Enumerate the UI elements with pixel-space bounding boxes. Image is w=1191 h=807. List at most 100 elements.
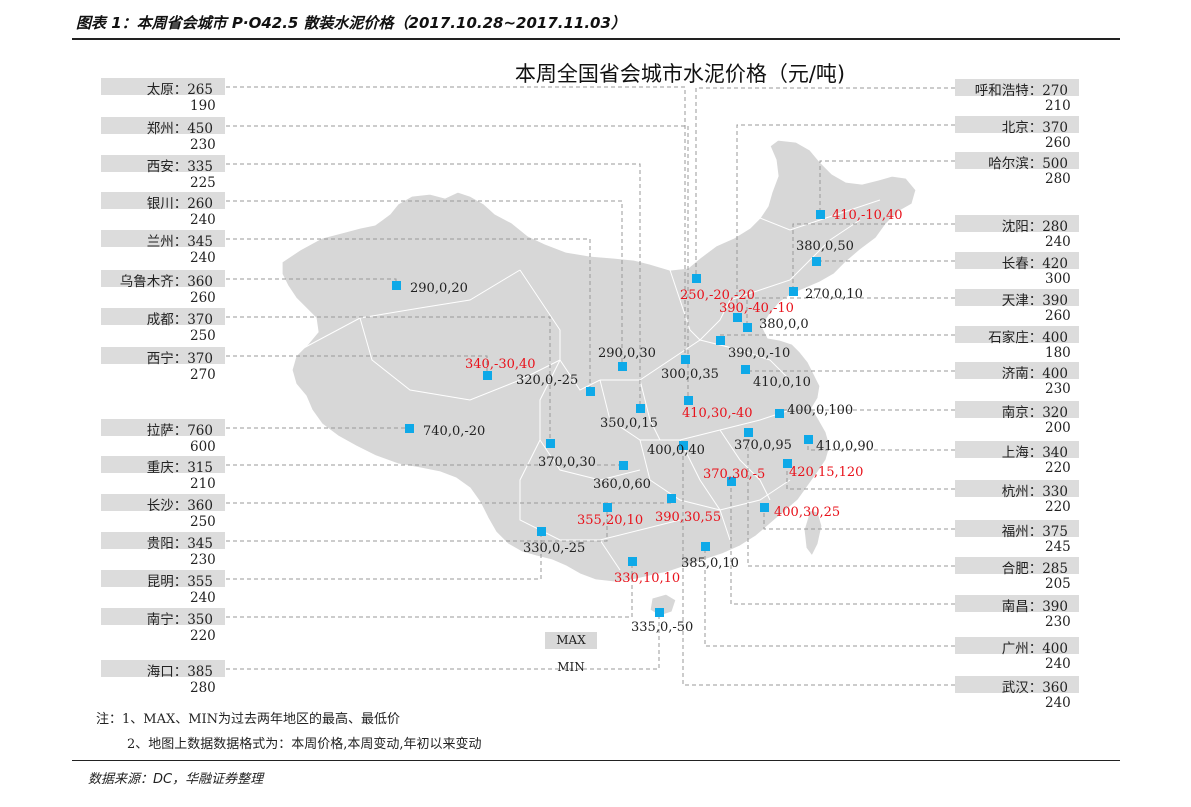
point-label: 380,0,0 <box>759 317 809 332</box>
city-price-current: 乌鲁木齐：360 <box>119 274 213 290</box>
city-price-prev: 230 <box>1045 614 1071 630</box>
point-label: 400,30,25 <box>774 505 841 520</box>
point-label: 410,-10,40 <box>832 208 903 223</box>
leader-line <box>226 612 660 670</box>
point-label: 400,0,40 <box>647 443 705 458</box>
point-label: 290,0,30 <box>598 346 656 361</box>
city-price-prev: 200 <box>1045 420 1071 436</box>
city-price-current: 北京：370 <box>1001 120 1068 136</box>
city-price-prev: 260 <box>1045 308 1071 324</box>
city-price-current: 长沙：360 <box>146 498 213 514</box>
city-point <box>628 557 637 566</box>
city-price-current: 西安：335 <box>146 159 213 175</box>
city-price-current: 长春：420 <box>1001 256 1068 272</box>
point-label: 370,30,-5 <box>703 467 766 482</box>
city-point <box>681 355 690 364</box>
city-point <box>692 274 701 283</box>
city-box <box>101 308 225 325</box>
city-price-current: 南宁：350 <box>146 612 213 628</box>
city-box <box>955 520 1079 537</box>
leader-line <box>226 561 633 618</box>
city-price-prev: 230 <box>190 137 216 153</box>
city-point <box>716 336 725 345</box>
city-box <box>955 401 1079 418</box>
note-line-1: 注：1、MAX、MIN为过去两年地区的最高、最低价 <box>96 712 401 727</box>
city-point <box>760 503 769 512</box>
city-price-prev: 180 <box>1045 345 1071 361</box>
city-price-prev: 240 <box>1045 234 1071 250</box>
city-price-current: 武汉：360 <box>1001 680 1068 696</box>
top-rule <box>72 38 1120 40</box>
city-price-prev: 245 <box>1045 539 1071 555</box>
city-price-prev: 220 <box>1045 460 1071 476</box>
chart-title: 本周全国省会城市水泥价格（元/吨) <box>514 62 846 86</box>
city-price-prev: 600 <box>190 439 216 455</box>
leader-line <box>747 432 955 567</box>
city-box <box>101 494 225 511</box>
legend-max: MAX <box>545 632 597 649</box>
city-box <box>955 326 1079 343</box>
point-label: 420,15,120 <box>789 465 864 480</box>
city-price-current: 天津：390 <box>1001 293 1068 309</box>
city-point <box>743 323 752 332</box>
leader-line <box>695 87 955 278</box>
city-box <box>101 78 225 95</box>
city-point <box>392 281 401 290</box>
map-taiwan <box>803 509 823 558</box>
city-price-prev: 190 <box>190 98 216 114</box>
leader-line <box>226 507 608 542</box>
city-price-current: 太原：265 <box>146 82 213 98</box>
city-box <box>955 676 1079 693</box>
map-mainland <box>281 139 917 583</box>
bottom-rule <box>72 760 1120 761</box>
point-label: 410,0,90 <box>816 439 874 454</box>
city-box <box>955 595 1079 612</box>
city-price-prev: 210 <box>1045 98 1071 114</box>
figure-title: 图表 1：本周省会城市 P·O42.5 散装水泥价格（2017.10.28~20… <box>76 14 626 32</box>
city-price-current: 郑州：450 <box>146 121 213 137</box>
city-point <box>586 387 595 396</box>
city-box <box>101 270 225 287</box>
city-price-current: 石家庄：400 <box>988 330 1068 346</box>
leader-line <box>736 124 955 317</box>
city-box <box>955 252 1079 269</box>
city-box <box>955 557 1079 574</box>
point-label: 390,-40,-10 <box>719 301 794 316</box>
note-line-2: 2、地图上数据数据格式为：本周价格,本周变动,年初以来变动 <box>127 737 482 752</box>
city-price-current: 兰州：345 <box>146 234 213 250</box>
city-price-current: 上海：340 <box>1001 445 1068 461</box>
city-price-current: 重庆：315 <box>146 460 213 476</box>
city-price-current: 西宁：370 <box>146 351 213 367</box>
point-label: 390,0,-10 <box>728 346 791 361</box>
city-box <box>101 117 225 134</box>
leader-line <box>226 278 397 285</box>
city-box <box>955 116 1079 133</box>
city-price-prev: 260 <box>190 290 216 306</box>
point-label: 340,-30,40 <box>465 357 536 372</box>
point-label: 410,0,10 <box>753 375 811 390</box>
city-point <box>619 461 628 470</box>
city-price-current: 哈尔滨：500 <box>988 156 1068 172</box>
city-price-prev: 250 <box>190 514 216 530</box>
city-price-prev: 240 <box>1045 656 1071 672</box>
city-box <box>101 608 225 625</box>
city-point <box>655 608 664 617</box>
city-point <box>783 459 792 468</box>
leader-line <box>792 223 955 291</box>
point-label: 380,0,50 <box>796 239 854 254</box>
city-price-current: 成都：370 <box>146 312 213 328</box>
leader-line <box>226 200 623 366</box>
leader-line <box>226 86 686 359</box>
city-price-current: 昆明：355 <box>146 574 213 590</box>
leader-line <box>226 531 542 580</box>
map-outline <box>281 139 917 617</box>
city-box <box>955 289 1079 306</box>
city-point <box>804 435 813 444</box>
city-point <box>636 404 645 413</box>
city-price-current: 杭州：330 <box>1001 484 1068 500</box>
city-price-current: 济南：400 <box>1001 366 1068 382</box>
city-price-prev: 225 <box>190 175 216 191</box>
leader-line <box>819 160 955 214</box>
city-price-current: 海口：385 <box>146 664 213 680</box>
